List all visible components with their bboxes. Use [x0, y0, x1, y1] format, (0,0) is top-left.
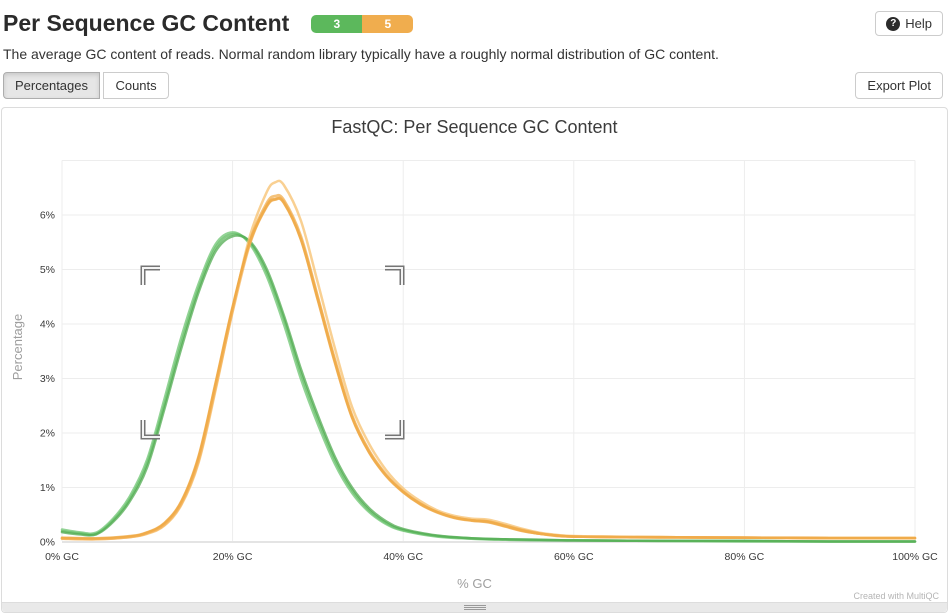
- gc-curve: [60, 232, 917, 543]
- warn-count-badge[interactable]: 5: [362, 14, 414, 33]
- pass-count-badge[interactable]: 3: [311, 14, 363, 33]
- counts-button[interactable]: Counts: [103, 72, 169, 99]
- gc-curve: [60, 196, 917, 541]
- x-tick-label: 0% GC: [45, 551, 79, 563]
- section-description: The average GC content of reads. Normal …: [3, 46, 719, 62]
- y-tick-label: 4%: [40, 319, 55, 331]
- y-tick-label: 0%: [40, 537, 55, 549]
- plot-toolbar: Percentages Counts Export Plot: [3, 72, 943, 99]
- page-title: Per Sequence GC Content: [3, 10, 290, 36]
- x-tick-label: 60% GC: [554, 551, 594, 563]
- crop-corner-top-right-marker: [385, 265, 405, 285]
- section-header: Per Sequence GC Content 3 5 ? Help The a…: [0, 0, 949, 99]
- y-axis-label: Percentage: [10, 313, 25, 381]
- status-badge-group[interactable]: 3 5: [311, 14, 414, 33]
- plot-container: FastQC: Per Sequence GC Content 0% 1% 2% 3%…: [1, 107, 948, 613]
- data-mode-button-group: Percentages Counts: [3, 72, 169, 99]
- gc-content-line-chart[interactable]: 0% 1% 2% 3% 4% 5% 6% 0% GC 20% GC 40% GC 60% GC 80%…: [2, 108, 949, 603]
- y-tick-label: 5%: [40, 264, 55, 276]
- percentages-button[interactable]: Percentages: [3, 72, 100, 99]
- gc-curve: [60, 231, 917, 543]
- multiqc-credit: Created with MultiQC: [853, 591, 939, 601]
- crop-corner-bottom-right-marker-inner: [385, 420, 403, 438]
- help-button[interactable]: ? Help: [875, 11, 943, 36]
- y-tick-label: 3%: [40, 373, 55, 385]
- crop-corner-top-left-marker-inner: [142, 267, 160, 285]
- crop-corner-bottom-left-marker-inner: [142, 420, 160, 438]
- gc-curve: [60, 234, 917, 543]
- x-tick-label: 100% GC: [892, 551, 938, 563]
- x-tick-label: 20% GC: [213, 551, 253, 563]
- crop-corner-top-left-marker: [140, 265, 160, 285]
- x-axis-label: % GC: [457, 576, 492, 591]
- chart-title: FastQC: Per Sequence GC Content: [331, 117, 618, 137]
- x-tick-label: 40% GC: [383, 551, 423, 563]
- y-tick-label: 1%: [40, 482, 55, 494]
- y-tick-label: 2%: [40, 428, 55, 440]
- grip-lines-icon: [463, 605, 486, 610]
- help-button-label: Help: [905, 16, 932, 31]
- gc-curve: [60, 196, 917, 540]
- crop-corner-bottom-right-marker: [385, 420, 405, 440]
- export-plot-button[interactable]: Export Plot: [855, 72, 943, 99]
- y-tick-label: 6%: [40, 210, 55, 222]
- plot-resize-handle[interactable]: [2, 602, 947, 612]
- help-icon: ?: [886, 16, 901, 31]
- x-tick-label: 80% GC: [725, 551, 765, 563]
- crop-corner-top-right-marker-inner: [385, 267, 403, 285]
